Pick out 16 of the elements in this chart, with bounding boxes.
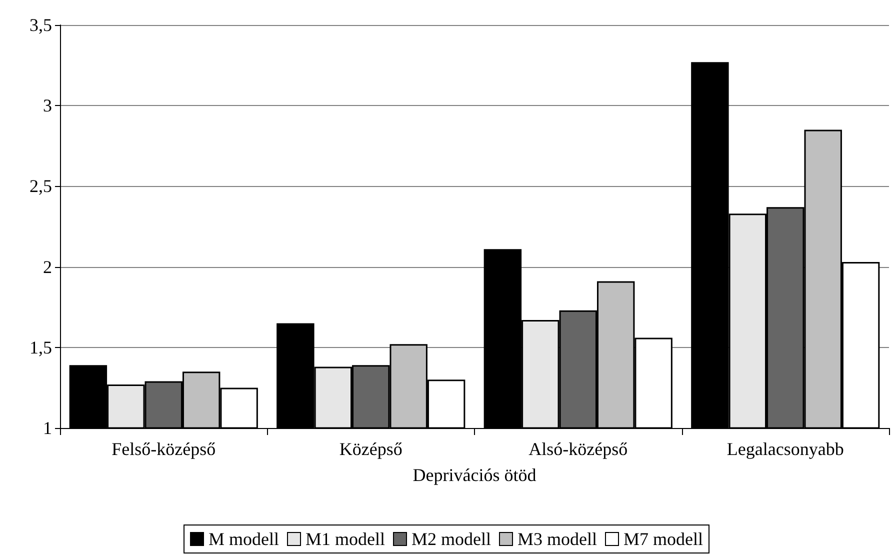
y-tick-label: 3,5 (30, 15, 52, 35)
x-tick-label: Felső-középső (112, 439, 216, 459)
legend-label: M3 modell (518, 529, 597, 549)
x-tick-label: Középső (339, 439, 402, 459)
x-tick-label: Alsó-középső (528, 439, 628, 459)
x-tick-label: Legalacsonyabb (726, 439, 844, 459)
legend-label: M2 modell (412, 529, 491, 549)
y-tick-label: 2,5 (30, 176, 52, 196)
legend-label: M7 modell (623, 529, 703, 549)
legend-label: M1 modell (306, 529, 386, 549)
legend-label: M modell (208, 529, 280, 549)
x-axis-title: Deprivációs ötöd (412, 465, 536, 485)
y-tick-label: 2 (43, 256, 52, 277)
y-tick-label: 1 (43, 418, 52, 438)
y-tick-label: 3 (43, 96, 52, 116)
y-tick-label: 1,5 (30, 337, 52, 358)
